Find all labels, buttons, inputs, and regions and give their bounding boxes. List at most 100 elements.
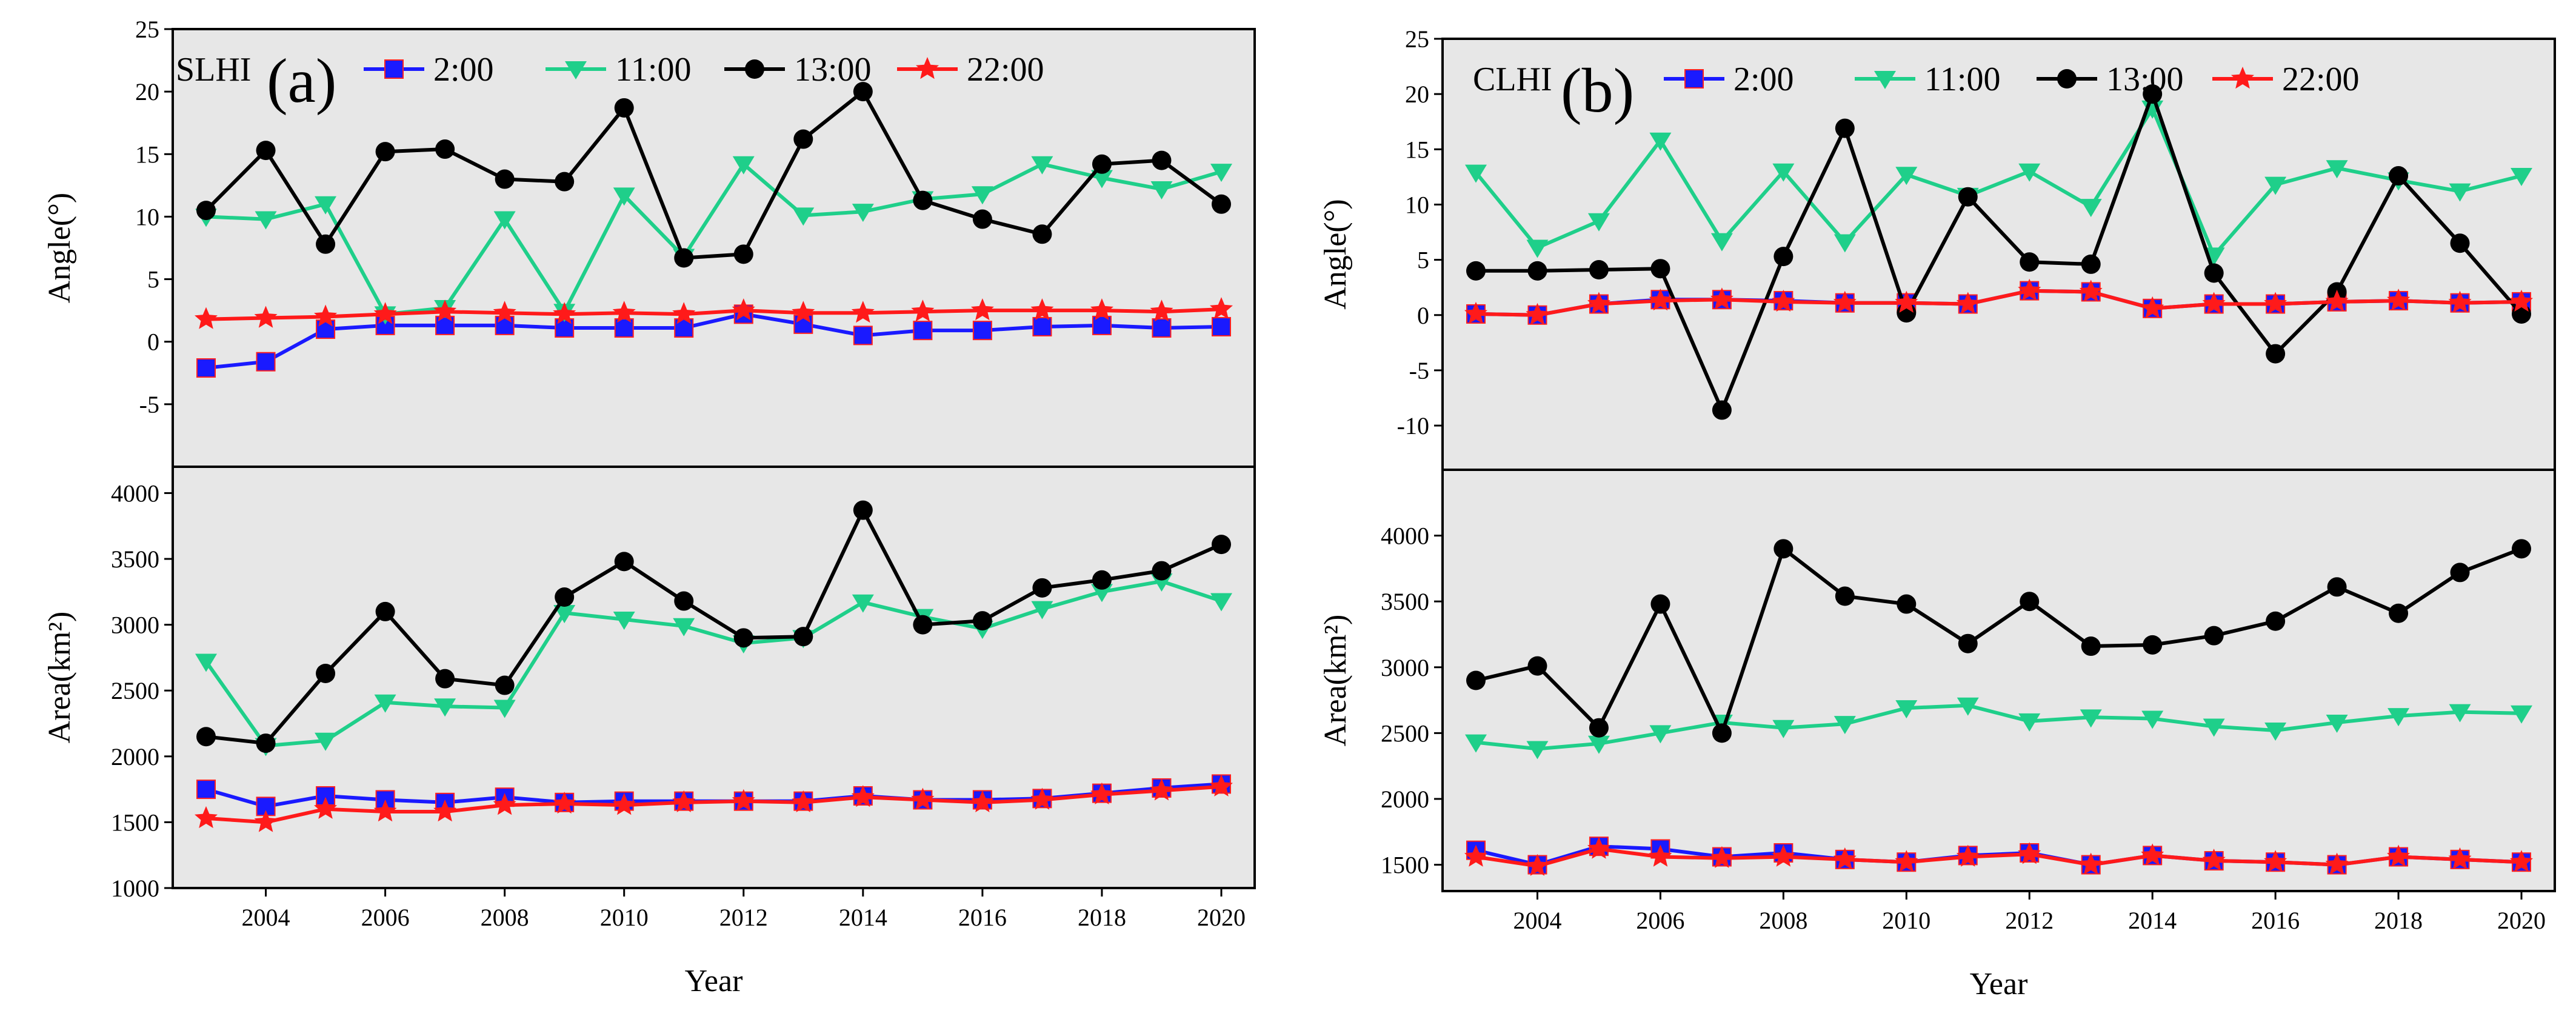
series-markers-22:00	[1464, 837, 2533, 876]
data-point	[971, 186, 993, 205]
data-point	[1152, 561, 1172, 581]
data-point	[1152, 318, 1172, 338]
x-tick-label: 2012	[719, 904, 768, 931]
y-tick-label: 3000	[111, 612, 159, 639]
data-point	[1464, 301, 1487, 324]
data-point	[2450, 563, 2470, 583]
data-point	[672, 790, 696, 812]
x-tick-label: 2006	[361, 904, 410, 931]
data-point	[1466, 261, 1486, 281]
plot-background	[1443, 39, 2555, 891]
y-tick-label: 3000	[1381, 654, 1429, 681]
data-point	[316, 663, 336, 683]
data-point	[1834, 234, 1856, 253]
data-point	[1587, 837, 1610, 859]
x-tick-label: 2008	[481, 904, 529, 931]
data-point	[553, 792, 576, 814]
data-point	[852, 594, 874, 613]
subplot-bottom: 1000 1500 2000 2500 3000 3500 4000 Area(km²)	[42, 479, 1233, 902]
series-markers-22:00	[195, 774, 1233, 832]
data-point	[614, 552, 634, 572]
data-point	[1587, 213, 1610, 232]
data-point	[853, 326, 873, 346]
series-line-22:00	[1475, 289, 2522, 317]
plot-background	[173, 29, 1255, 888]
data-point	[1092, 570, 1112, 590]
plot-frame	[172, 28, 1256, 889]
data-point	[254, 306, 278, 328]
y-tick-label: -5	[139, 391, 159, 418]
data-point	[1710, 233, 1733, 252]
data-point	[1465, 734, 1487, 753]
data-point	[2080, 199, 2102, 218]
y-axis-label: Area(km²)	[42, 612, 77, 744]
y-tick-label: 1500	[111, 809, 159, 836]
y-tick-label: 20	[135, 78, 159, 105]
data-point	[196, 358, 216, 378]
x-tick-label: 2010	[1882, 907, 1930, 934]
data-point	[2020, 592, 2040, 612]
data-point	[2018, 278, 2041, 301]
data-point	[612, 301, 636, 323]
x-tick-label: 2008	[1759, 907, 1807, 934]
series-line-11:00	[204, 579, 1222, 748]
data-point	[2264, 176, 2287, 195]
data-point	[1895, 290, 1918, 313]
data-point	[972, 611, 992, 631]
data-point	[433, 800, 457, 822]
x-axis-label: Year	[685, 964, 743, 998]
data-point	[493, 211, 516, 230]
data-point	[1712, 400, 1732, 420]
legend-item-13:00: 13:00	[724, 51, 872, 89]
data-point	[673, 618, 695, 636]
data-point	[2325, 289, 2349, 312]
data-point	[1212, 194, 1231, 214]
x-tick-label: 2016	[958, 904, 1007, 931]
data-point	[2264, 723, 2287, 741]
legend-marker	[2057, 69, 2077, 89]
panel-a: -5 0 5 10 15 20 25 Angle(°) 1000 1500 2000 2500 3000…	[42, 16, 1256, 998]
y-tick-label: 20	[1405, 81, 1429, 108]
data-point	[2080, 709, 2102, 728]
y-tick-label: 15	[135, 141, 159, 168]
data-point	[913, 615, 933, 635]
data-point	[375, 601, 395, 621]
data-point	[2327, 577, 2347, 597]
data-point	[2143, 635, 2163, 655]
data-point	[195, 806, 218, 829]
data-point	[2512, 539, 2531, 559]
data-point	[672, 302, 696, 324]
data-point	[1212, 316, 1231, 336]
data-point	[434, 698, 456, 717]
data-point	[2449, 183, 2471, 202]
series-line-13:00	[205, 508, 1223, 746]
data-point	[1465, 164, 1487, 183]
data-point	[851, 785, 875, 807]
x-tick-label: 2018	[1078, 904, 1126, 931]
y-tick-label: 15	[1405, 136, 1429, 163]
data-point	[1649, 289, 1672, 311]
data-point	[2325, 852, 2349, 875]
data-point	[853, 500, 873, 520]
y-tick-label: 4000	[111, 479, 159, 507]
series-markers-13:00	[1466, 539, 2531, 743]
series-line-13:00	[1476, 92, 2523, 412]
series-line-11:00	[205, 162, 1222, 316]
data-point	[256, 733, 276, 753]
legend-label: 2:00	[433, 51, 494, 89]
data-point	[1833, 847, 1857, 870]
data-point	[1895, 850, 1918, 872]
data-point	[732, 789, 755, 811]
data-point	[435, 669, 455, 689]
data-point	[1090, 782, 1113, 804]
data-point	[1587, 735, 1610, 754]
data-point	[2081, 636, 2101, 656]
y-tick-label: 2000	[1381, 786, 1429, 813]
data-point	[375, 142, 395, 162]
series-markers-13:00	[1466, 84, 2531, 420]
y-tick-label: 10	[135, 203, 159, 230]
legend-item-11:00: 11:00	[546, 51, 691, 89]
data-point	[1958, 187, 1978, 207]
legend-label: 2:00	[1733, 61, 1794, 98]
